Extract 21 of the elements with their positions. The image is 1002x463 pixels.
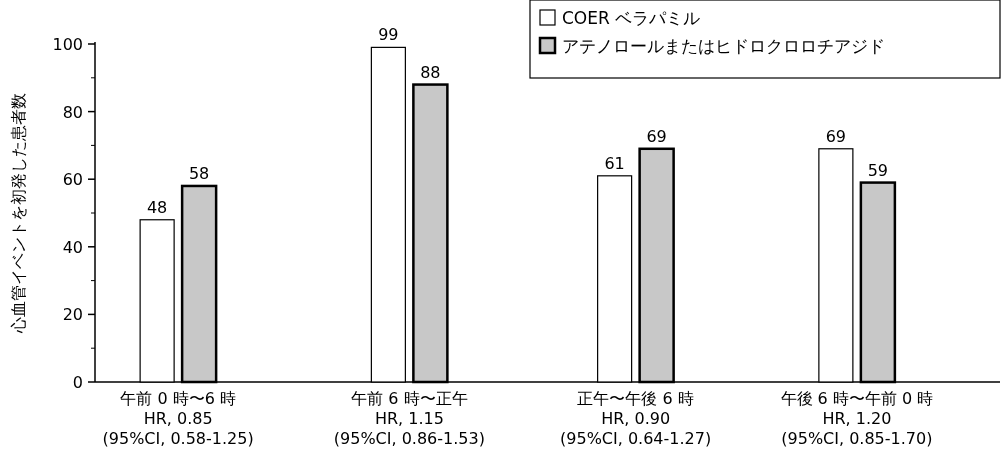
data-label: 69 — [646, 126, 667, 146]
data-label: 48 — [146, 197, 168, 217]
y-tick-label: 20 — [62, 305, 83, 325]
data-label: 69 — [825, 126, 847, 146]
x-tick-label: 午後 6 時〜午前 0 時 HR, 1.20 (95%CI, 0.85-1.70) — [780, 389, 934, 448]
legend-label: COER ベラパミル — [562, 8, 701, 28]
y-tick-label: 80 — [62, 102, 83, 122]
y-tick-label: 100 — [52, 35, 83, 54]
y-tick-label: 0 — [72, 373, 83, 392]
y-tick-label: 40 — [62, 237, 83, 257]
data-label: 61 — [604, 153, 625, 173]
x-tick-label: 正午〜午後 6 時 HR, 0.90 (95%CI, 0.64-1.27) — [560, 389, 712, 448]
data-label: 99 — [378, 25, 399, 45]
data-label: 59 — [867, 160, 889, 180]
x-tick-label: 午前 0 時〜6 時 HR, 0.85 (95%CI, 0.58-1.25) — [102, 389, 254, 448]
data-label: 58 — [188, 163, 210, 183]
x-tick-label: 午前 6 時〜正午 HR, 1.15 (95%CI, 0.86-1.53) — [333, 389, 485, 448]
legend-label: アテノロールまたはヒドロクロロチアジド — [562, 36, 885, 56]
y-tick-label: 60 — [62, 170, 83, 190]
data-label: 88 — [420, 62, 441, 82]
y-axis-title: 心血管イベントを初発した患者数 — [9, 93, 28, 334]
